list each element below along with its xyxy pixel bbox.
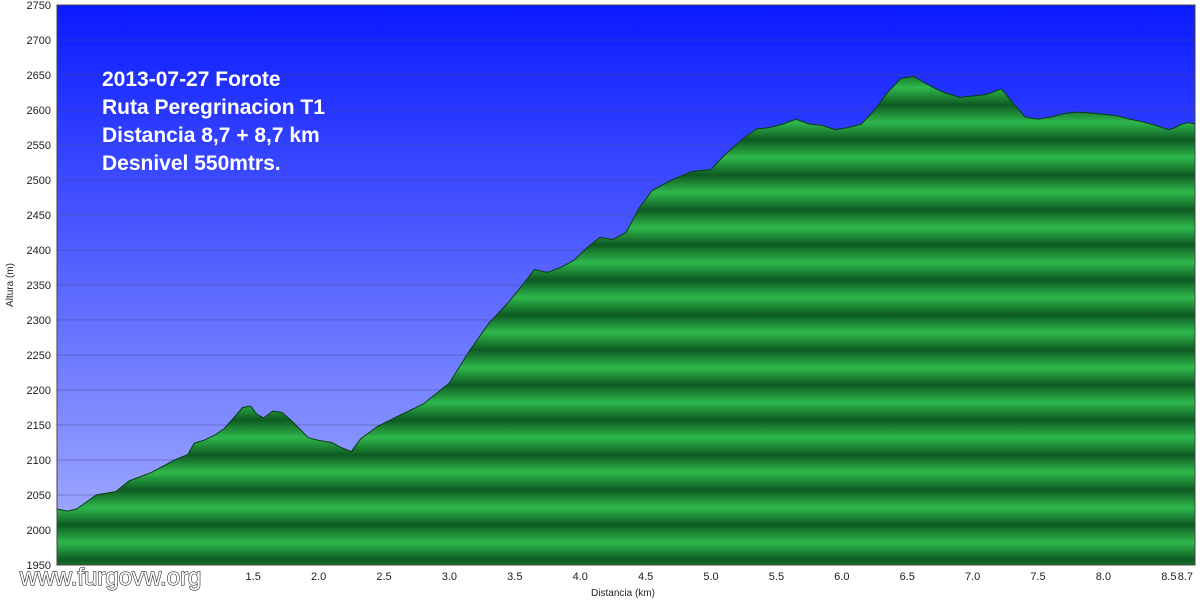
x-tick-label-7.5: 7.5 (1030, 571, 1045, 583)
y-tick-label-2750: 2750 (27, 0, 51, 12)
x-tick-label-8.5: 8.5 (1161, 571, 1176, 583)
x-tick-label-7.0: 7.0 (965, 571, 980, 583)
x-tick-label-4.5: 4.5 (638, 571, 653, 583)
x-tick-label-4.0: 4.0 (573, 571, 588, 583)
route-distance: Distancia 8,7 + 8,7 km (102, 124, 320, 147)
x-tick-label-6.5: 6.5 (900, 571, 915, 583)
y-tick-label-2200: 2200 (27, 385, 51, 397)
x-tick-label-2.5: 2.5 (376, 571, 391, 583)
y-tick-label-2650: 2650 (27, 70, 51, 82)
x-tick-label-8.7: 8.7 (1178, 571, 1193, 583)
y-tick-label-2550: 2550 (27, 140, 51, 152)
route-elevation-gain: Desnivel 550mtrs. (102, 152, 281, 175)
elevation-area (57, 75, 1195, 565)
x-tick-label-2.0: 2.0 (311, 571, 326, 583)
y-tick-label-2050: 2050 (27, 490, 51, 502)
y-tick-label-2150: 2150 (27, 420, 51, 432)
y-tick-label-1950: 1950 (27, 560, 51, 572)
y-tick-label-2000: 2000 (27, 525, 51, 537)
y-tick-label-2700: 2700 (27, 35, 51, 47)
y-tick-label-2400: 2400 (27, 245, 51, 257)
x-tick-label-5.5: 5.5 (769, 571, 784, 583)
y-tick-label-2100: 2100 (27, 455, 51, 467)
y-axis-label: Altura (m) (5, 263, 16, 307)
route-date-title: 2013-07-27 Forote (102, 68, 281, 91)
y-tick-label-2250: 2250 (27, 350, 51, 362)
x-tick-label-3.0: 3.0 (442, 571, 457, 583)
x-axis-ticks: 1.5 2.0 2.5 3.0 3.5 4.0 4.5 5.0 5.5 6.0 6.5 7.0 7.5 8… (246, 571, 1193, 583)
y-tick-label-2350: 2350 (27, 280, 51, 292)
x-axis-label: Distancia (km) (591, 588, 655, 599)
y-axis-ticks: 1950 2000 2050 2100 2150 2200 2250 2300 2350 2400… (27, 0, 51, 572)
x-tick-label-3.5: 3.5 (507, 571, 522, 583)
x-tick-label-1.5: 1.5 (246, 571, 261, 583)
y-tick-label-2300: 2300 (27, 315, 51, 327)
x-tick-label-6.0: 6.0 (834, 571, 849, 583)
x-tick-label-5.0: 5.0 (703, 571, 718, 583)
x-tick-label-8.0: 8.0 (1096, 571, 1111, 583)
watermark-text: www.furgovw.org (19, 564, 201, 591)
y-tick-label-2500: 2500 (27, 175, 51, 187)
y-tick-label-2450: 2450 (27, 210, 51, 222)
route-info-overlay: 2013-07-27 Forote Ruta Peregrinacion T1 … (102, 68, 325, 175)
y-tick-label-2600: 2600 (27, 105, 51, 117)
plot-frame (56, 4, 1196, 566)
route-name: Ruta Peregrinacion T1 (102, 96, 325, 119)
